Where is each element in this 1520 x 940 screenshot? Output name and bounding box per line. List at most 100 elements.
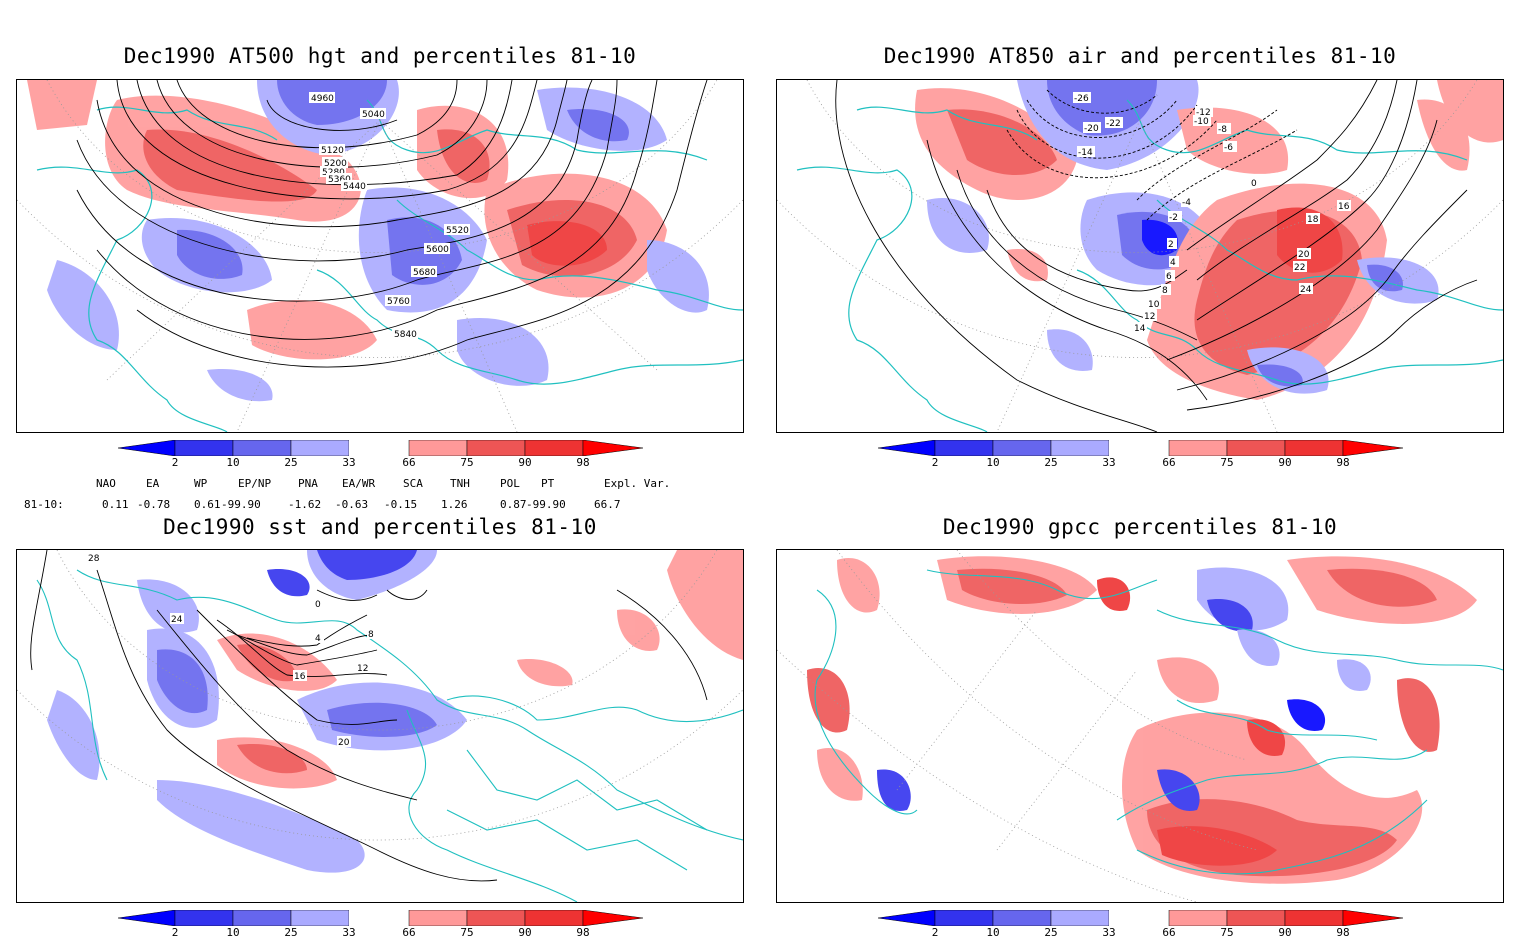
index-value: -99.90 [221,498,261,511]
anomaly-area [1277,207,1343,273]
sst-contour [236,634,373,656]
temp-contour [1196,80,1418,321]
index-header: EA [146,477,160,490]
colorbar-tick: 25 [284,926,298,939]
temp-contour [835,80,1158,432]
anomaly-area [647,240,709,313]
colorbar-tick: 2 [171,456,179,469]
contour-label: -2 [1169,213,1178,223]
colorbar-tick: 75 [1220,456,1234,469]
contour-label: 24 [1300,285,1312,295]
contour-label: 4 [315,634,321,644]
temp-contour [1186,279,1478,411]
anomaly-area [1237,629,1280,666]
colorbar-gpcc: 2 10 25 33 66 75 90 98 [877,909,1404,940]
anomaly-area [457,318,549,386]
colorbar-tick: 98 [576,926,590,939]
anomaly-area [1287,699,1326,731]
colorbar-swatches [877,439,1404,457]
index-header: TNH [450,477,470,490]
anomaly-area [1337,659,1371,691]
contour-label: -4 [1182,198,1191,208]
coastline [1126,99,1468,161]
colorbar-tick: 33 [1102,926,1116,939]
coastline [446,809,688,871]
anomaly-area [927,198,989,253]
colorbar-tick: 33 [1102,456,1116,469]
colorbar-tick: 75 [460,926,474,939]
colorbar-tick: 2 [931,456,939,469]
contour-label: 28 [88,554,100,564]
sst-contour [386,589,428,600]
sst-contour [96,569,498,882]
index-value: -0.78 [137,498,171,511]
index-header: EA/WR [342,477,376,490]
colorbar-tick: 66 [1162,456,1176,469]
temp-contour [1196,80,1398,281]
anomaly-area [1397,678,1440,752]
anomaly-area [1157,826,1277,866]
coastline [316,269,743,385]
temp-contour [986,189,1188,292]
contour-label: 5360 [328,175,351,185]
anomaly-area [1097,577,1131,611]
colorbar-tick: 66 [402,926,416,939]
coastline [76,569,743,841]
anomaly-area [667,550,743,660]
contour-label: 20 [1298,250,1310,260]
temp-contour-negative [1016,104,1198,159]
contour-label: -14 [1078,148,1093,158]
contour-label: 12 [1144,312,1155,322]
contour-label: 5440 [343,182,366,192]
contour-label: 2 [1168,240,1174,250]
colorbar-tick: 25 [284,456,298,469]
temp-contour-negative [1136,109,1278,201]
sst-contour [30,550,48,671]
contour-label: 18 [1307,215,1319,225]
graticule [896,609,1038,791]
graticule [46,80,718,253]
index-value: 66.7 [594,498,621,511]
graticule [836,550,1258,851]
graticule [17,689,743,841]
contour-label: 20 [338,738,350,748]
index-header: POL [500,477,520,490]
anomaly-area [617,609,660,651]
contour-label: 5840 [394,330,417,340]
sst-contour [156,609,418,801]
anomaly-area [807,668,850,733]
colorbar-tick: 66 [1162,926,1176,939]
coastline [1156,609,1503,671]
graticule [106,119,381,381]
contour-label: 8 [368,630,374,640]
colorbar-tick: 2 [931,926,939,939]
anomaly-area [1047,329,1093,371]
anomaly-area [837,558,880,613]
contour-label: 5120 [321,146,344,156]
contour-label: 4 [1170,258,1176,268]
contour-label: -6 [1224,143,1233,153]
contour-label: 6 [1166,272,1172,282]
contour-label: 16 [1338,202,1350,212]
anomaly-area [817,748,863,801]
height-contour [76,80,618,302]
map-sst: 28 24 20 16 12 8 4 0 [17,550,743,902]
anomaly-area [567,109,629,142]
temp-contour-negative [1146,129,1298,221]
anomaly-area [957,568,1067,605]
index-value: 0.61 [194,498,221,511]
temp-contour [1176,189,1468,391]
anomaly-area [1417,99,1470,171]
contour-label: -22 [1106,119,1121,129]
anomaly-area [437,129,490,183]
graticule [777,199,1503,358]
coastline [856,106,1038,141]
contour-label: 5520 [446,226,469,236]
anomaly-area [47,260,119,350]
map-panel-gpcc [776,549,1504,903]
coastline [1176,699,1378,741]
map-air850: -26 -22 -20 -14 -12 -10 -8 -6 -4 -2 0 2 … [777,80,1503,432]
anomaly-area [947,109,1057,175]
anomaly-area [1437,80,1503,143]
anomaly-area [143,129,317,202]
